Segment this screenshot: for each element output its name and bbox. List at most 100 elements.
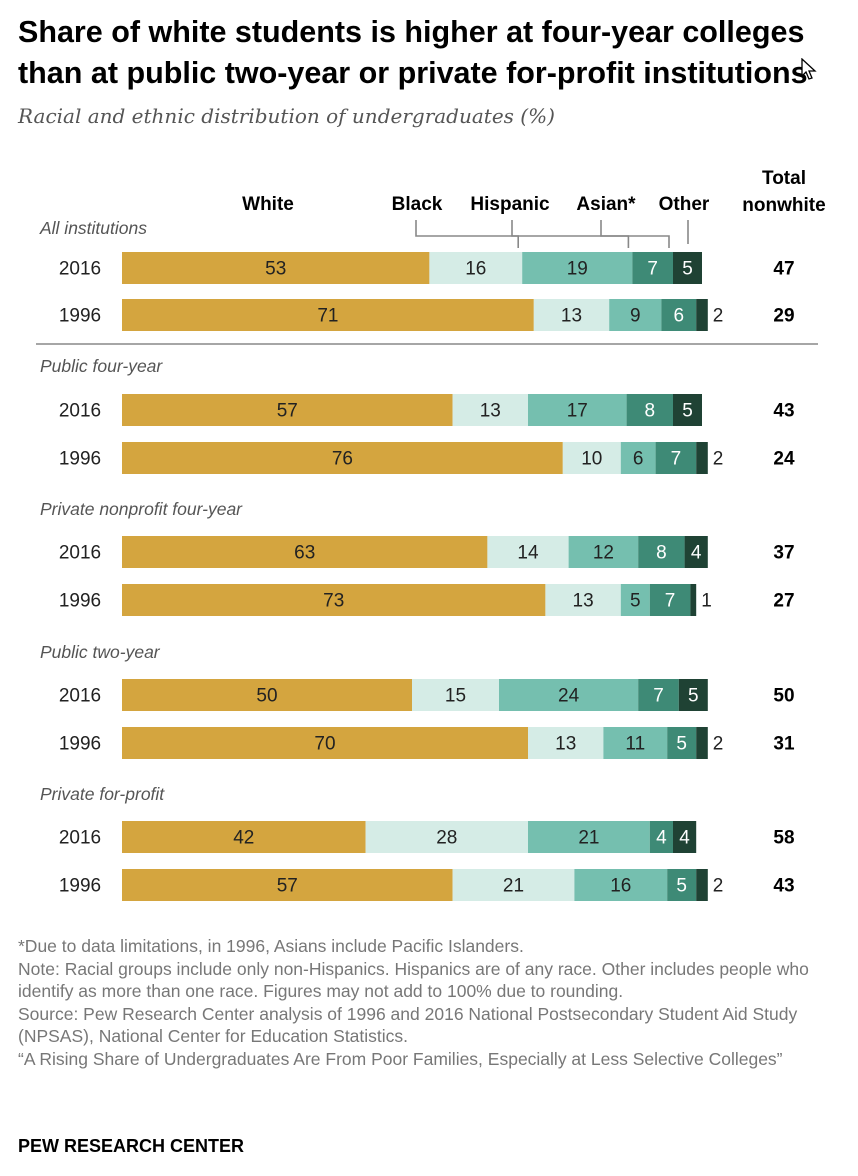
year-label: 1996 bbox=[59, 306, 101, 327]
bar-value-black: 14 bbox=[517, 543, 539, 564]
bar-value-other: 2 bbox=[713, 876, 724, 897]
bar-segment-other bbox=[673, 394, 702, 426]
bar-value-other: 4 bbox=[691, 543, 702, 564]
bar-value-other: 5 bbox=[688, 686, 699, 707]
year-label: 2016 bbox=[59, 828, 101, 849]
total-header-line-2: nonwhite bbox=[742, 195, 825, 216]
bar-segment-other bbox=[696, 727, 708, 759]
bar-segment-white bbox=[122, 869, 453, 901]
bar-segment-white bbox=[122, 299, 534, 331]
bar-segment-other bbox=[684, 536, 708, 568]
bar-value-asian: 7 bbox=[671, 449, 682, 470]
bar-segment-black bbox=[528, 727, 604, 759]
bar-value-other: 2 bbox=[713, 306, 724, 327]
bar-value-asian: 7 bbox=[665, 591, 676, 612]
bar-segment-asian bbox=[638, 536, 685, 568]
bar-segment-hispanic bbox=[499, 679, 639, 711]
bar-value-asian: 5 bbox=[676, 734, 687, 755]
bar-segment-other bbox=[696, 299, 708, 331]
bar-value-other: 5 bbox=[682, 401, 693, 422]
bar-segment-hispanic bbox=[568, 536, 639, 568]
leader-line-asian bbox=[600, 220, 670, 248]
bar-value-hispanic: 12 bbox=[593, 543, 614, 564]
bar-segment-black bbox=[429, 252, 523, 284]
bar-segment-asian bbox=[649, 584, 691, 616]
year-label: 2016 bbox=[59, 543, 101, 564]
bar-value-asian: 7 bbox=[653, 686, 664, 707]
bar-segment-black bbox=[452, 394, 528, 426]
year-label: 1996 bbox=[59, 591, 101, 612]
bar-value-black: 13 bbox=[480, 401, 501, 422]
bar-value-white: 71 bbox=[317, 306, 338, 327]
bar-value-other: 4 bbox=[679, 828, 690, 849]
total-header-line-1: Total bbox=[762, 168, 806, 189]
total-nonwhite-value: 43 bbox=[773, 401, 794, 422]
bar-segment-white bbox=[122, 442, 563, 474]
legend-black: Black bbox=[392, 194, 443, 215]
bar-value-other: 2 bbox=[713, 734, 724, 755]
bar-value-hispanic: 9 bbox=[630, 306, 641, 327]
bar-segment-other bbox=[696, 869, 708, 901]
total-nonwhite-value: 31 bbox=[773, 734, 795, 755]
year-label: 2016 bbox=[59, 259, 101, 280]
bar-value-white: 73 bbox=[323, 591, 344, 612]
leader-line-black bbox=[415, 220, 520, 248]
chart-subtitle: Racial and ethnic distribution of underg… bbox=[18, 104, 555, 128]
bar-segment-white bbox=[122, 821, 366, 853]
stacked-bar-chart: White Black Hispanic Asian* Other Total nonwhi… bbox=[36, 168, 826, 901]
bar-value-asian: 6 bbox=[674, 306, 685, 327]
bar-segment-hispanic bbox=[620, 584, 650, 616]
bar-value-black: 16 bbox=[465, 259, 486, 280]
leader-line-hispanic bbox=[511, 220, 630, 248]
chart-notes: *Due to data limitations, in 1996, Asian… bbox=[18, 935, 838, 1070]
bar-segment-hispanic bbox=[574, 869, 668, 901]
group-label-public-four-year: Public four-year bbox=[40, 356, 163, 376]
bar-value-white: 53 bbox=[265, 259, 286, 280]
bar-value-asian: 4 bbox=[656, 828, 667, 849]
bar-segment-white bbox=[122, 394, 453, 426]
bar-segment-other bbox=[673, 252, 702, 284]
bar-segment-hispanic bbox=[609, 299, 662, 331]
legend-asian: Asian* bbox=[576, 194, 636, 215]
bar-segment-other bbox=[696, 442, 708, 474]
bar-value-white: 76 bbox=[332, 449, 353, 470]
bar-segment-asian bbox=[655, 442, 697, 474]
bar-value-black: 10 bbox=[581, 449, 602, 470]
year-label: 2016 bbox=[59, 401, 101, 422]
bar-value-white: 70 bbox=[314, 734, 335, 755]
bar-segment-black bbox=[562, 442, 621, 474]
bar-value-white: 57 bbox=[277, 876, 298, 897]
year-label: 1996 bbox=[59, 449, 101, 470]
bar-segment-black bbox=[545, 584, 621, 616]
bar-segment-black bbox=[533, 299, 610, 331]
bar-value-black: 13 bbox=[561, 306, 582, 327]
bar-value-hispanic: 17 bbox=[567, 401, 588, 422]
bar-value-other: 2 bbox=[713, 449, 724, 470]
bar-value-hispanic: 6 bbox=[633, 449, 644, 470]
bar-segment-other bbox=[673, 821, 697, 853]
note-source: Source: Pew Research Center analysis of … bbox=[18, 1003, 798, 1047]
bar-value-asian: 8 bbox=[656, 543, 667, 564]
mouse-cursor-icon bbox=[801, 58, 817, 80]
bar-value-black: 13 bbox=[555, 734, 576, 755]
bar-segment-black bbox=[412, 679, 499, 711]
year-label: 1996 bbox=[59, 734, 101, 755]
year-label: 1996 bbox=[59, 876, 101, 897]
total-nonwhite-value: 50 bbox=[773, 686, 794, 707]
bar-value-asian: 5 bbox=[676, 876, 687, 897]
chart-title: Share of white students is higher at fou… bbox=[18, 15, 808, 90]
bar-value-hispanic: 16 bbox=[610, 876, 631, 897]
bar-segment-asian bbox=[626, 394, 673, 426]
legend-other: Other bbox=[659, 194, 710, 215]
bar-segment-asian bbox=[649, 821, 673, 853]
bar-segment-black bbox=[487, 536, 569, 568]
bar-segment-asian bbox=[632, 252, 673, 284]
bar-segment-hispanic bbox=[603, 727, 668, 759]
bar-value-white: 50 bbox=[256, 686, 277, 707]
note-racial-groups: Note: Racial groups include only non-His… bbox=[18, 958, 809, 1002]
bar-value-hispanic: 21 bbox=[578, 828, 599, 849]
bar-segment-other bbox=[678, 679, 708, 711]
total-nonwhite-value: 43 bbox=[773, 876, 794, 897]
bar-segment-white bbox=[122, 584, 546, 616]
bar-value-other: 5 bbox=[682, 259, 693, 280]
